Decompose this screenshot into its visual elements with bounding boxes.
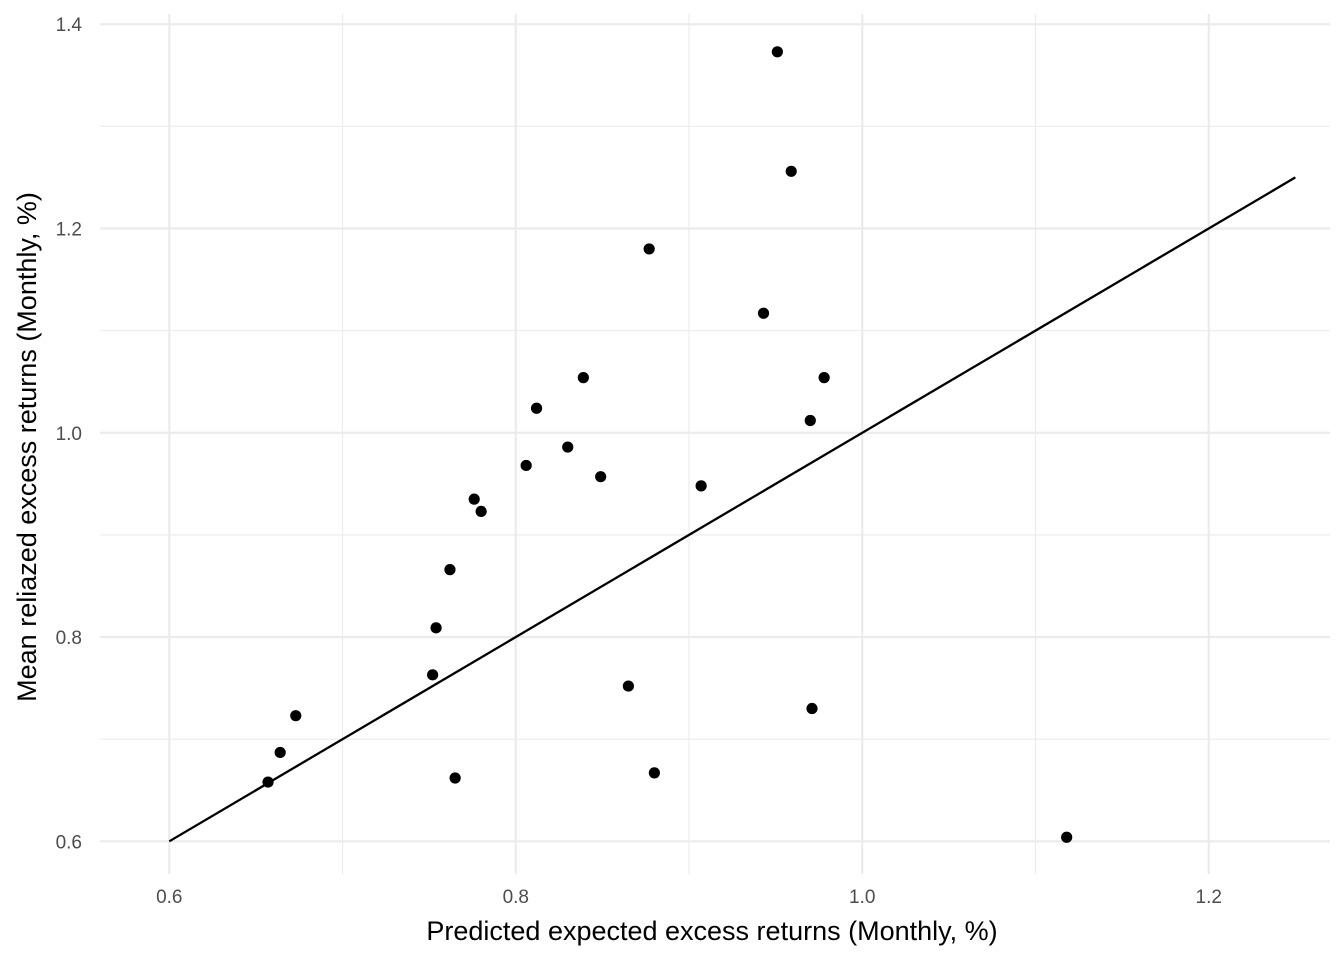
data-point: [530, 402, 543, 414]
data-point: [427, 669, 439, 681]
data-point: [785, 165, 797, 177]
data-point: [290, 710, 302, 722]
y-tick-labels: 0.6 0.8 1.0 1.2 1.4: [56, 15, 83, 853]
data-point: [1061, 831, 1073, 843]
data-point: [468, 493, 480, 505]
reference-line: [168, 176, 1296, 843]
y-tick-label: 1.2: [56, 219, 82, 240]
data-point: [595, 471, 607, 483]
data-point: [520, 459, 532, 472]
data-point: [475, 505, 487, 518]
data-point: [562, 441, 574, 453]
y-tick-label: 1.4: [56, 15, 83, 36]
y-axis-title: Mean reliazed excess returns (Monthly, %…: [12, 192, 42, 702]
data-point: [806, 702, 818, 715]
x-tick-label: 0.8: [503, 887, 529, 908]
grid: [100, 14, 1330, 874]
y-tick-label: 1.0: [56, 424, 82, 445]
x-tick-labels: 0.6 0.8 1.0 1.2: [156, 887, 1222, 908]
x-tick-label: 1.0: [849, 887, 875, 908]
data-point: [643, 243, 655, 255]
data-point: [804, 414, 816, 427]
data-point: [818, 372, 830, 384]
y-tick-label: 0.6: [56, 832, 82, 853]
x-tick-label: 0.6: [156, 887, 182, 908]
data-point: [262, 776, 274, 788]
data-point: [274, 746, 286, 759]
y-tick-label: 0.8: [56, 628, 82, 649]
data-point: [695, 480, 707, 492]
x-axis-title: Predicted expected excess returns (Month…: [426, 916, 997, 946]
data-point: [430, 622, 442, 634]
data-point: [622, 680, 634, 692]
data-point: [648, 767, 660, 779]
data-point: [449, 772, 461, 784]
data-points: [262, 46, 1073, 843]
data-point: [771, 46, 783, 58]
data-point: [577, 372, 589, 384]
data-point: [757, 307, 770, 319]
x-tick-label: 1.2: [1196, 887, 1222, 908]
data-point: [444, 564, 456, 576]
